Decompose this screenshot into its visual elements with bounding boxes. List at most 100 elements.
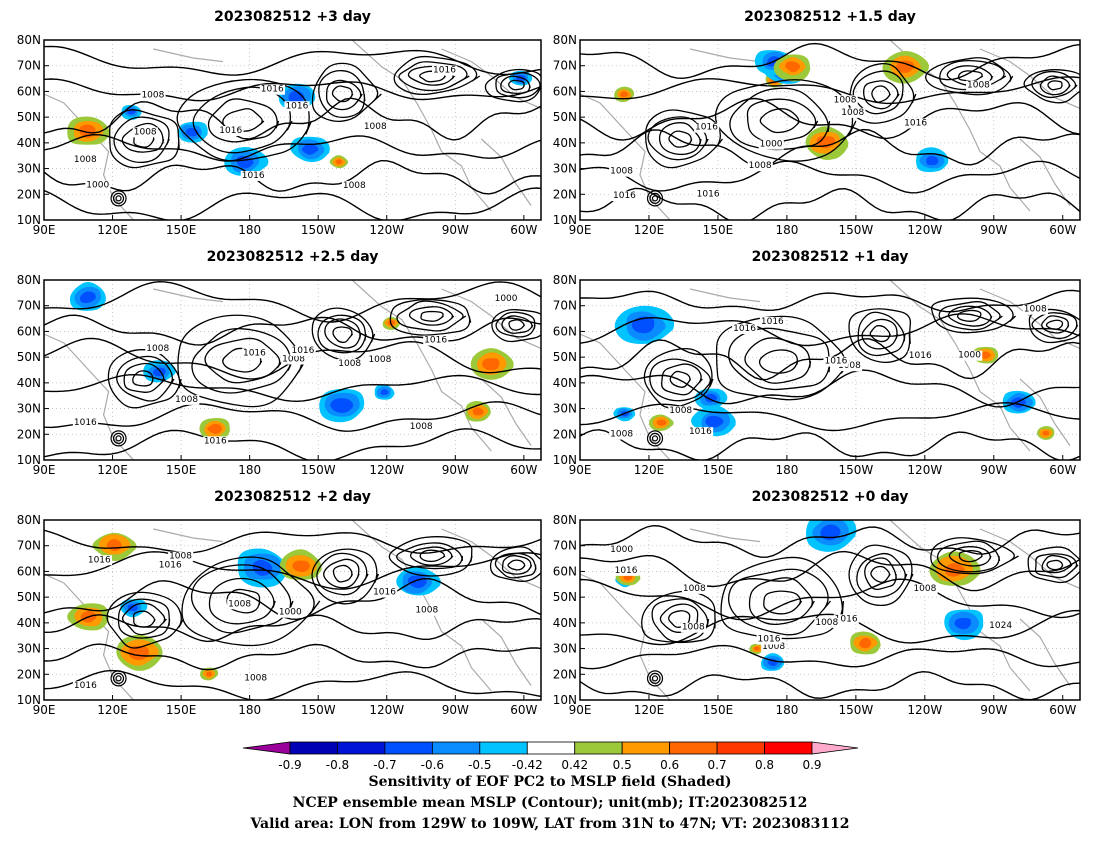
mslp-contour: [121, 602, 167, 636]
contour-label: 1008: [74, 155, 97, 165]
mslp-contour: [388, 536, 473, 577]
y-tick-label: 50N: [17, 590, 41, 604]
mslp-contour: [107, 349, 182, 409]
sensitivity-shade: [705, 393, 718, 403]
mslp-contour: [113, 116, 170, 164]
cyclone-contour: [651, 435, 659, 442]
x-tick-label: 150W: [838, 223, 873, 237]
colorbar-tick-label: -0.9: [278, 758, 301, 772]
coastline: [889, 280, 1031, 452]
x-tick-label: 120W: [907, 703, 942, 717]
y-tick-label: 30N: [17, 402, 41, 416]
sensitivity-shade: [387, 320, 396, 326]
contour-label: 1008: [610, 167, 633, 177]
mslp-contour: [1041, 554, 1073, 574]
mslp-contour: [728, 327, 831, 391]
panel-1: 1008 1016 1000 1008 1016 1008 1016 1016 1008 1008…: [553, 9, 1081, 237]
x-tick-label: 120E: [634, 703, 665, 717]
cyclone-contour: [115, 195, 122, 202]
contour-label: 1008: [282, 354, 305, 364]
mslp-contour: [495, 311, 536, 338]
contour-label: 1008: [146, 344, 169, 354]
mslp-contour: [106, 591, 184, 649]
panel-frame: [579, 39, 1081, 221]
sensitivity-shade: [301, 143, 320, 155]
coastline: [351, 40, 492, 212]
contour-label: 1000: [86, 181, 109, 191]
colorbar-tick-label: -0.42: [512, 758, 543, 772]
sensitivity-shade: [292, 560, 311, 573]
mslp-contour: [191, 327, 294, 394]
mslp-contour: [323, 558, 360, 589]
contour-label: 1016: [758, 634, 781, 644]
mslp-contour: [316, 552, 369, 596]
x-tick-label: 60W: [510, 463, 537, 477]
mslp-contour: [848, 62, 917, 124]
colorbar-swatch: [526, 741, 576, 755]
contour-label: 1008: [410, 422, 433, 432]
mslp-contour: [1045, 319, 1064, 330]
mslp-contour: [44, 529, 541, 554]
panel-title: 2023082512 +1.5 day: [744, 9, 916, 25]
y-tick-label: 40N: [17, 616, 41, 630]
y-tick-label: 30N: [553, 162, 577, 176]
x-tick-label: 60W: [510, 703, 537, 717]
y-tick-label: 80N: [553, 273, 577, 287]
mslp-contour: [181, 556, 321, 647]
mslp-contour: [117, 598, 171, 639]
x-tick-label: 60W: [510, 223, 537, 237]
x-tick-label: 90E: [33, 703, 56, 717]
mslp-contour: [715, 315, 851, 401]
cyclone-contour: [649, 672, 661, 685]
x-tick-label: 180: [238, 463, 261, 477]
contour-label: 1008: [169, 552, 192, 562]
x-tick-label: 180: [775, 703, 798, 717]
mslp-contour: [420, 310, 444, 322]
mslp-contour: [44, 45, 541, 76]
mslp-contour: [580, 289, 1080, 313]
x-tick-label: 120W: [369, 223, 404, 237]
colorbar-swatch: [289, 741, 338, 755]
x-tick-label: 90W: [442, 463, 469, 477]
mslp-contour: [1041, 315, 1070, 334]
colorbar-extend-low: [242, 741, 291, 755]
y-tick-label: 80N: [553, 513, 577, 527]
mslp-contour: [484, 68, 541, 103]
mslp-contour: [1046, 559, 1064, 571]
colorbar-tick-label: 0.42: [561, 758, 588, 772]
colorbar-swatch: [621, 741, 671, 755]
coastline: [44, 333, 134, 460]
panel-title: 2023082512 +0 day: [752, 489, 909, 505]
coastline: [689, 48, 761, 63]
contour-label: 1008: [343, 181, 366, 191]
y-tick-label: 60N: [17, 84, 41, 98]
mslp-contour: [408, 306, 455, 326]
x-tick-label: 90E: [33, 223, 56, 237]
coastline: [480, 378, 532, 446]
sensitivity-shade: [896, 60, 915, 73]
mslp-contour: [311, 62, 382, 122]
colorbar-tick-label: 0.9: [802, 758, 821, 772]
mslp-contour: [317, 314, 367, 354]
x-tick-label: 90W: [442, 223, 469, 237]
colorbar-tick-label: -0.5: [468, 758, 491, 772]
sensitivity-shade: [80, 291, 97, 304]
sensitivity-shade: [482, 358, 500, 371]
mslp-contour: [852, 70, 904, 115]
y-tick-label: 70N: [17, 539, 41, 553]
panel-4: 1016100810081000101610081016101610082023…: [17, 489, 542, 717]
contour-label: 1008: [683, 584, 706, 594]
contour-label: 1008: [228, 599, 251, 609]
contour-label: 1000: [495, 294, 518, 304]
contour-label: 1008: [1024, 305, 1047, 315]
mslp-contour: [930, 537, 1019, 575]
mslp-contour: [729, 87, 831, 151]
contour-label: 1008: [749, 161, 772, 171]
y-tick-label: 80N: [17, 513, 41, 527]
x-tick-label: 120W: [369, 703, 404, 717]
contour-label: 1016: [433, 66, 456, 76]
mslp-contour: [222, 108, 265, 132]
mslp-contour: [1031, 70, 1078, 99]
sensitivity-shade: [954, 617, 972, 630]
mslp-contour: [580, 76, 1080, 105]
